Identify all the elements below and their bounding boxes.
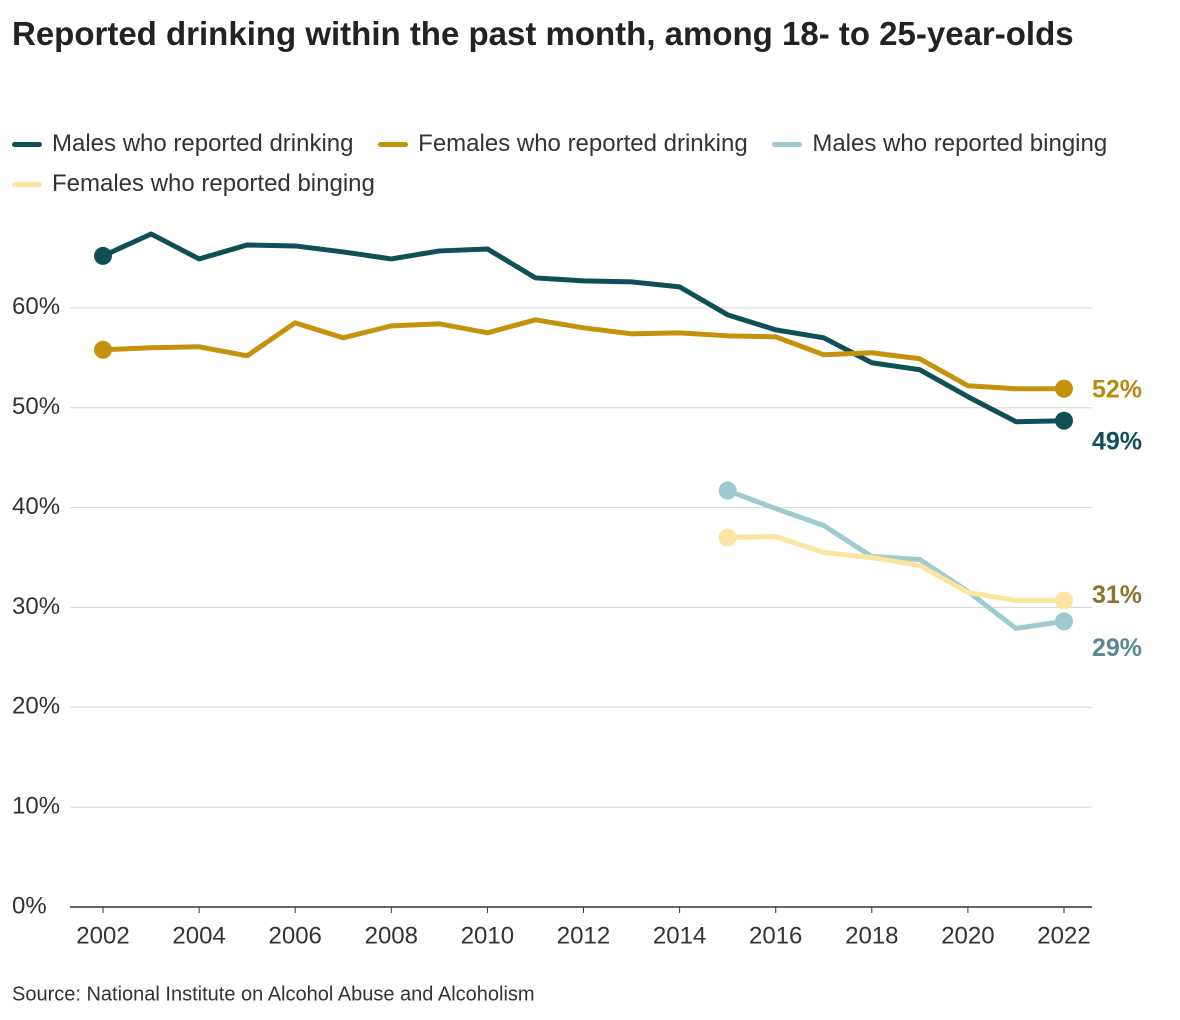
end-marker	[1055, 591, 1073, 610]
legend-label: Females who reported binging	[52, 170, 375, 197]
y-tick-label: 30%	[12, 593, 60, 620]
legend-swatch	[772, 142, 803, 148]
x-tick-label: 2018	[845, 922, 898, 949]
end-marker	[718, 481, 737, 500]
legend-swatch	[12, 182, 42, 188]
end-marker	[718, 528, 737, 547]
chart-title: Reported drinking within the past month,…	[12, 15, 1074, 52]
value-label: 31%	[1092, 581, 1142, 609]
y-tick-label: 60%	[12, 293, 60, 320]
x-tick-label: 2022	[1037, 922, 1090, 949]
y-tick-label: 40%	[12, 493, 60, 520]
end-marker	[1055, 612, 1073, 631]
legend-item: Females who reported binging	[12, 170, 375, 197]
series-line	[100, 231, 1067, 425]
x-tick-label: 2010	[461, 922, 514, 949]
x-tick-label: 2012	[557, 922, 610, 949]
end-marker	[94, 340, 112, 359]
x-tick-label: 2014	[653, 922, 706, 949]
end-marker	[1055, 379, 1073, 398]
source: Source: National Institute on Alcohol Ab…	[12, 983, 535, 1005]
legend: Males who reported drinking Females who …	[12, 124, 1162, 204]
y-tick-label: 50%	[12, 393, 60, 420]
legend-item: Males who reported binging	[772, 130, 1107, 157]
y-tick-label: 0%	[12, 892, 47, 919]
x-tick-label: 2020	[941, 922, 994, 949]
series-line	[725, 534, 1067, 603]
value-label: 49%	[1092, 427, 1142, 455]
legend-label: Females who reported drinking	[418, 130, 748, 157]
y-tick-label: 20%	[12, 693, 60, 720]
legend-swatch	[378, 142, 409, 148]
x-tick-label: 2008	[365, 922, 418, 949]
x-tick-label: 2002	[76, 922, 129, 949]
series-line	[725, 488, 1067, 631]
legend-label: Males who reported drinking	[52, 130, 354, 157]
value-label: 29%	[1092, 634, 1142, 662]
x-tick-label: 2006	[269, 922, 322, 949]
legend-item: Females who reported drinking	[378, 130, 748, 157]
x-tick-label: 2016	[749, 922, 802, 949]
legend-label: Males who reported binging	[812, 130, 1108, 157]
end-marker	[94, 246, 112, 265]
series-line	[100, 317, 1067, 392]
x-tick-label: 2004	[172, 922, 225, 949]
legend-swatch	[12, 142, 42, 148]
end-marker	[1055, 411, 1073, 430]
value-label: 52%	[1092, 375, 1142, 403]
y-tick-label: 10%	[12, 792, 60, 819]
legend-item: Males who reported drinking	[12, 130, 354, 157]
